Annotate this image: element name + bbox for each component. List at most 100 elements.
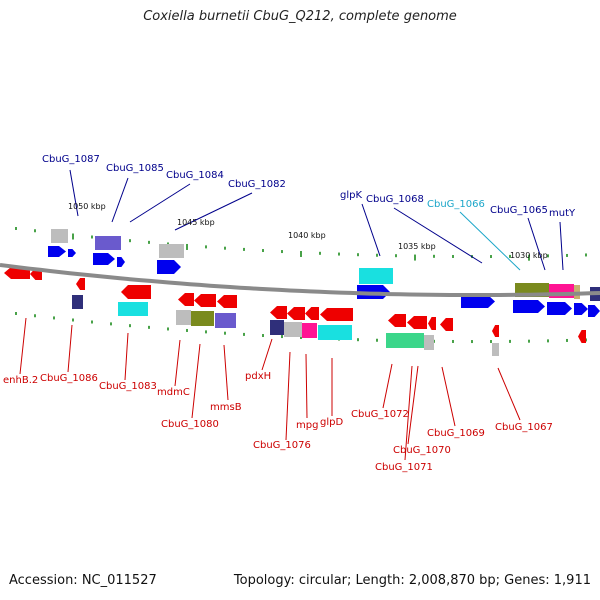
leader-line	[111, 177, 129, 223]
cog-block	[302, 323, 317, 338]
minus-strand-gene	[305, 307, 319, 320]
leader-line	[191, 343, 201, 419]
plus-strand-gene	[117, 257, 125, 267]
gene-label: CbuG_1065	[490, 205, 548, 216]
minus-strand-gene	[578, 330, 586, 343]
gene-features	[4, 246, 600, 343]
cog-block	[72, 295, 83, 309]
gene-label: CbuG_1068	[366, 194, 424, 205]
minus-strand-gene	[76, 278, 85, 290]
gene-label: glpK	[340, 190, 362, 201]
gene-label: CbuG_1086	[40, 373, 98, 384]
leader-line	[393, 207, 483, 264]
cog-block	[386, 333, 424, 348]
plus-strand-gene	[513, 300, 545, 313]
minus-strand-gene	[217, 295, 237, 308]
leader-line	[382, 363, 393, 409]
leader-line	[19, 317, 27, 375]
gene-label: CbuG_1066	[427, 199, 485, 210]
gene-label: CbuG_1083	[99, 381, 157, 392]
genome-stats-text: Topology: circular; Length: 2,008,870 bp…	[233, 573, 591, 588]
cog-block	[159, 244, 184, 258]
minus-strand-gene	[492, 325, 499, 337]
scale-label: 1050 kbp	[68, 202, 106, 211]
minus-strand-gene	[440, 318, 453, 331]
leader-line	[69, 169, 79, 217]
cog-block	[492, 343, 499, 356]
leader-line	[361, 203, 381, 257]
gene-label: enhB.2	[3, 375, 38, 386]
minus-strand-gene	[320, 308, 353, 321]
plus-strand-gene	[461, 295, 495, 308]
gene-label: CbuG_1069	[427, 428, 485, 439]
minus-strand-gene	[4, 267, 30, 279]
plus-strand-gene	[68, 249, 76, 257]
gene-label: glpD	[320, 417, 343, 428]
plus-strand-gene	[588, 305, 600, 317]
cog-block	[215, 313, 236, 328]
gene-label: pdxH	[245, 371, 271, 382]
leader-line	[407, 365, 419, 445]
leader-line	[174, 339, 181, 387]
plus-strand-gene	[93, 253, 115, 265]
minus-strand-gene	[270, 306, 287, 319]
scale-labels: 1050 kbp 1045 kbp 1040 kbp 1035 kbp 1030 kbp	[68, 202, 548, 260]
minus-strand-gene	[178, 293, 194, 306]
label-leader-lines	[19, 169, 564, 461]
cog-block	[424, 335, 434, 350]
leader-line	[404, 365, 413, 461]
plus-strand-gene	[157, 260, 181, 274]
genome-backbone	[0, 263, 600, 297]
leader-line	[441, 366, 456, 427]
leader-line	[129, 183, 191, 223]
gene-label: CbuG_1085	[106, 163, 164, 174]
minus-strand-gene	[194, 294, 216, 307]
gene-label: CbuG_1080	[161, 419, 219, 430]
scale-ticks-inner	[15, 311, 587, 344]
gene-label: CbuG_1067	[495, 422, 553, 433]
scale-label: 1045 kbp	[177, 218, 215, 227]
gene-label: CbuG_1072	[351, 409, 409, 420]
leader-line	[223, 344, 229, 401]
gene-label: mutY	[549, 208, 576, 219]
accession-text: Accession: NC_011527	[9, 573, 157, 588]
map-title: Coxiella burnetii CbuG_Q212, complete ge…	[143, 9, 457, 24]
gene-label: CbuG_1070	[393, 445, 451, 456]
cog-block	[318, 325, 352, 340]
gene-label: CbuG_1087	[42, 154, 100, 165]
leader-line	[497, 367, 521, 421]
plus-strand-gene	[48, 246, 66, 257]
gene-label: CbuG_1082	[228, 179, 286, 190]
plus-strand-gene	[547, 302, 572, 315]
leader-line	[285, 351, 291, 441]
cog-block	[270, 320, 284, 335]
leader-line	[174, 192, 253, 231]
cog-block	[118, 302, 148, 316]
minus-strand-gene	[287, 307, 305, 320]
leader-line	[459, 211, 521, 271]
scale-label: 1035 kbp	[398, 242, 436, 251]
plus-strand-gene	[574, 303, 588, 315]
minus-strand-gene	[428, 317, 436, 330]
gene-label: mpg	[296, 420, 318, 431]
cog-block	[284, 322, 302, 337]
leader-line	[261, 338, 273, 371]
gene-label: CbuG_1076	[253, 440, 311, 451]
gene-label: mmsB	[210, 402, 242, 413]
leader-line	[124, 332, 129, 381]
leader-line	[527, 217, 546, 271]
gene-label: mdmC	[157, 387, 190, 398]
cog-block	[51, 229, 68, 243]
leader-line	[305, 353, 308, 419]
minus-strand-gene	[388, 314, 406, 327]
gene-label: CbuG_1084	[166, 170, 224, 181]
gene-label: CbuG_1071	[375, 462, 433, 473]
minus-strand-gene	[121, 285, 151, 299]
scale-ticks-outer	[15, 226, 587, 261]
minus-strand-gene	[407, 316, 427, 329]
scale-label: 1040 kbp	[288, 231, 326, 240]
scale-label: 1030 kbp	[510, 251, 548, 260]
cog-block	[191, 311, 214, 326]
